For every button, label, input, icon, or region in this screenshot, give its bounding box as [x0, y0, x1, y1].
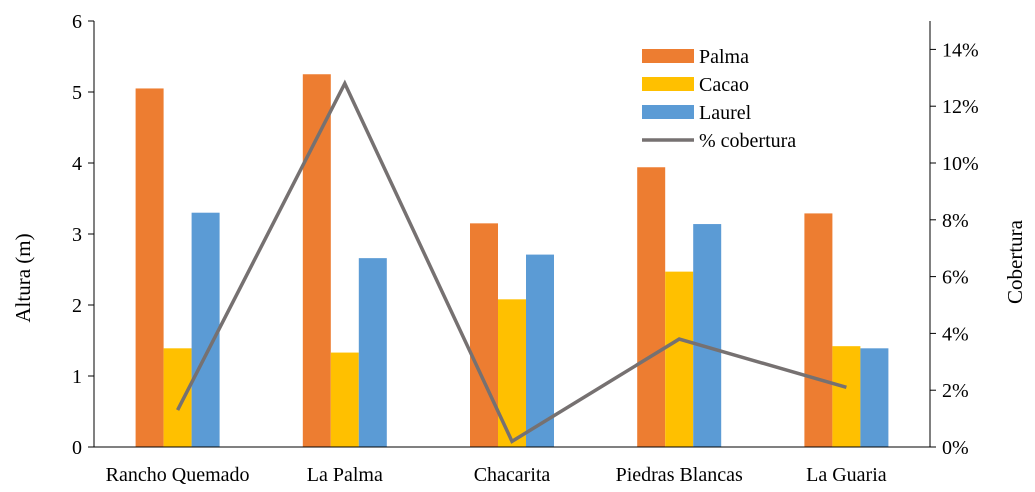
x-tick-label: La Guaria: [806, 464, 887, 486]
legend-label-laurel: Laurel: [699, 102, 752, 124]
legend-label-coverage: % cobertura: [699, 130, 796, 152]
x-tick-label: La Palma: [307, 464, 383, 486]
right-tick-label: 0%: [942, 437, 969, 459]
coverage-line-group: [176, 79, 847, 444]
bar-cacao-3: [498, 299, 526, 447]
bar-palma-3: [470, 223, 498, 447]
right-tick-label: 4%: [942, 323, 969, 345]
bar-cacao-5: [832, 346, 861, 447]
left-axis: 0 1 2 3 4 5 6: [72, 11, 95, 459]
bar-cacao-2: [330, 352, 359, 447]
right-tick-label: 14%: [942, 39, 979, 61]
x-tick-label: Rancho Quemado: [106, 464, 250, 486]
right-tick-label: 8%: [942, 210, 969, 232]
y2-axis-title: Cobertura: [1003, 219, 1027, 304]
bar-cacao-1: [163, 348, 192, 447]
bar-palma-2: [302, 74, 331, 447]
legend-swatch-laurel: [642, 105, 694, 119]
right-tick-label: 2%: [942, 380, 969, 402]
right-tick-label: 6%: [942, 267, 969, 289]
x-axis: Rancho Quemado La Palma Chacarita Piedras B…: [94, 446, 930, 486]
bar-palma-4: [637, 167, 666, 447]
x-tick-label: Piedras Blancas: [616, 464, 743, 486]
y-axis-title: Altura (m): [11, 233, 35, 322]
right-tick-label: 12%: [942, 96, 979, 118]
legend-label-cacao: Cacao: [699, 74, 749, 96]
legend-label-palma: Palma: [699, 46, 749, 68]
bar-laurel-5: [860, 348, 889, 447]
left-tick-label: 1: [72, 366, 82, 388]
legend-swatch-palma: [642, 49, 694, 63]
bar-laurel-1: [191, 212, 220, 447]
left-tick-label: 5: [72, 82, 82, 104]
legend: Palma Cacao Laurel % cobertura: [642, 46, 796, 152]
legend-swatch-cacao: [642, 77, 694, 91]
x-tick-label: Chacarita: [474, 464, 551, 486]
left-tick-label: 6: [72, 11, 82, 33]
bar-laurel-3: [526, 254, 554, 447]
right-tick-label: 10%: [942, 153, 979, 175]
left-tick-label: 2: [72, 295, 82, 317]
left-tick-label: 3: [72, 224, 82, 246]
bar-palma-1: [135, 88, 164, 447]
bar-palma-5: [804, 213, 833, 447]
left-tick-label: 4: [72, 153, 82, 175]
right-axis: 0% 2% 4% 6% 8% 10% 12% 14%: [929, 21, 979, 459]
bar-laurel-4: [693, 224, 722, 447]
left-tick-label: 0: [72, 437, 82, 459]
bar-cacao-4: [665, 271, 694, 447]
bar-laurel-2: [358, 258, 387, 447]
